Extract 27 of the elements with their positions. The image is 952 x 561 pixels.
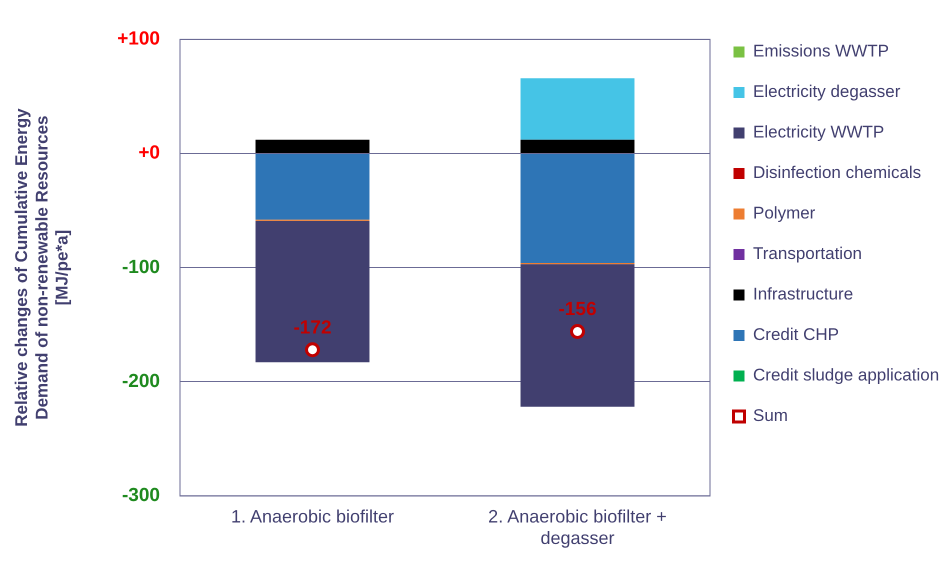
bar	[520, 140, 634, 153]
legend-label: Electricity degasser	[753, 82, 901, 102]
legend-label: Emissions WWTP	[753, 42, 889, 61]
bar	[256, 220, 370, 362]
bar	[520, 154, 634, 264]
y-tick-label: -300	[122, 485, 160, 506]
y-tick-label: -100	[122, 256, 160, 278]
x-tick-label: 2. Anaerobic biofilter + degasser	[488, 506, 667, 548]
legend-label: Infrastructure	[753, 284, 854, 304]
legend-label: Polymer	[753, 204, 816, 223]
legend-label: Sum	[753, 406, 788, 426]
data-label: -156	[558, 299, 597, 320]
bar	[256, 140, 370, 153]
legend-label: Electricity WWTP	[753, 122, 884, 142]
legend-label: Credit sludge application	[753, 366, 940, 385]
legend-label: Credit CHP	[753, 325, 839, 344]
legend-label: Disinfection chemicals	[753, 163, 922, 182]
y-tick-label: +0	[138, 142, 160, 164]
data-label: -172	[293, 317, 332, 338]
y-tick-label: +100	[117, 28, 160, 50]
y-axis-title: Relative changes of Cumulative Energy Demand of non-renewable Resources [MJ/pe*a]	[12, 108, 72, 427]
bar	[256, 154, 370, 220]
y-tick-label: -200	[122, 370, 160, 392]
bar	[520, 78, 634, 140]
legend-label: Transportation	[753, 244, 862, 264]
x-tick-label: 1. Anaerobic biofilter	[230, 506, 394, 527]
bar	[520, 264, 634, 407]
